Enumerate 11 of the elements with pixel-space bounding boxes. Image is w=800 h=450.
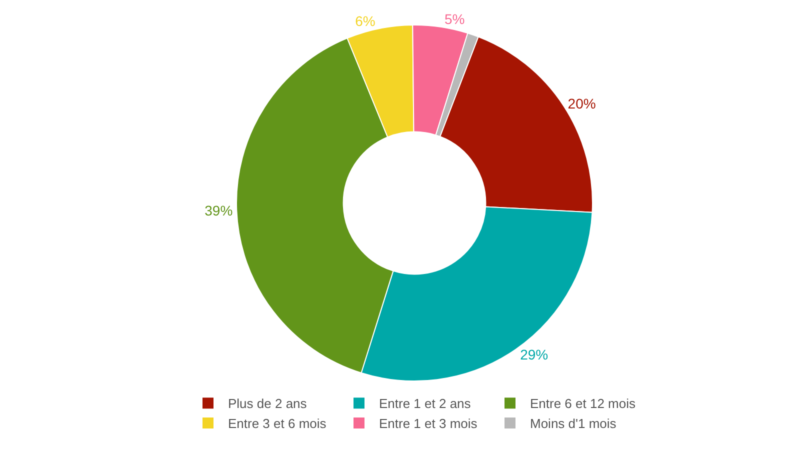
legend-label: Moins d'1 mois bbox=[530, 416, 617, 432]
data-label: 29% bbox=[520, 346, 548, 363]
data-label: 6% bbox=[355, 12, 376, 29]
legend-label: Entre 6 et 12 mois bbox=[530, 396, 636, 412]
data-label: 39% bbox=[204, 202, 233, 218]
legend-label: Entre 3 et 6 mois bbox=[228, 416, 327, 432]
data-label: 20% bbox=[568, 96, 596, 112]
legend-label: Entre 1 et 3 mois bbox=[379, 416, 478, 432]
legend-label: Entre 1 et 2 ans bbox=[379, 396, 472, 412]
data-label: 5% bbox=[444, 11, 465, 28]
legend-label: Plus de 2 ans bbox=[228, 396, 308, 412]
